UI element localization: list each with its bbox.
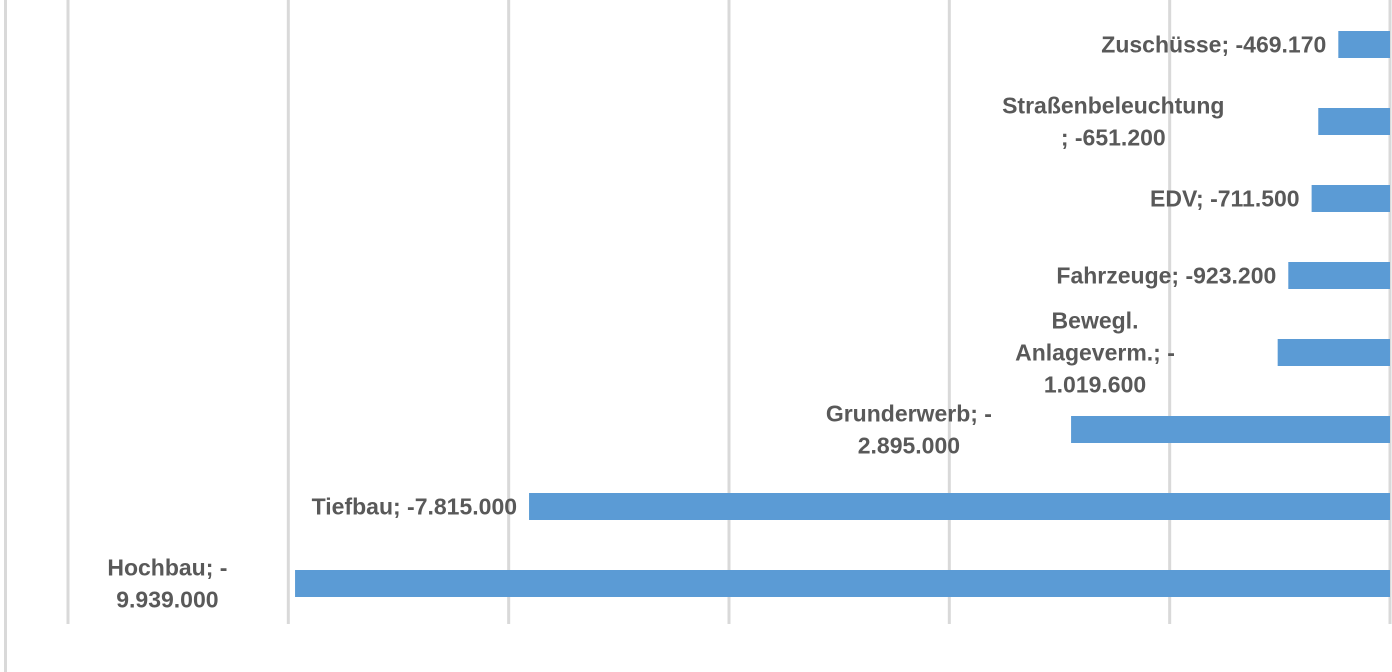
data-label: Tiefbau; -7.815.000	[312, 494, 517, 520]
data-label-line: 2.895.000	[858, 433, 960, 459]
data-label: Bewegl. Anlageverm.; - 1.019.600	[1015, 308, 1175, 398]
data-label-line: Fahrzeuge; -923.200	[1056, 263, 1276, 289]
bars	[295, 31, 1391, 597]
data-label: Grunderwerb; - 2.895.000	[826, 401, 992, 459]
data-label: Straßenbeleuchtung ; -651.200	[1002, 93, 1224, 151]
bar-zusch-sse	[1338, 31, 1390, 58]
data-label-line: Anlageverm.; -	[1015, 340, 1175, 366]
bar-bewegl-anlageverm-	[1277, 339, 1390, 366]
data-label: Zuschüsse; -469.170	[1101, 32, 1326, 58]
data-label-line: Grunderwerb; -	[826, 401, 992, 427]
bar-fahrzeuge	[1288, 262, 1390, 289]
bar-tiefbau	[529, 493, 1390, 520]
data-label: EDV; -711.500	[1150, 186, 1300, 212]
data-label: Fahrzeuge; -923.200	[1056, 263, 1276, 289]
data-label-line: 1.019.600	[1044, 372, 1146, 398]
data-labels: Hochbau; - 9.939.000 Tiefbau; -7.815.000 Gr…	[107, 32, 1326, 613]
data-label: Hochbau; - 9.939.000	[107, 555, 227, 613]
bar-straßenbeleuchtung	[1318, 108, 1390, 135]
data-label-line: Zuschüsse; -469.170	[1101, 32, 1326, 58]
bar-grunderwerb	[1071, 416, 1390, 443]
bar-edv	[1311, 185, 1390, 212]
data-label-line: Straßenbeleuchtung	[1002, 93, 1224, 119]
data-label-line: ; -651.200	[1061, 125, 1166, 151]
data-label-line: 9.939.000	[116, 587, 218, 613]
data-label-line: Tiefbau; -7.815.000	[312, 494, 517, 520]
data-label-line: Hochbau; -	[107, 555, 227, 581]
bar-hochbau	[295, 570, 1391, 597]
data-label-line: Bewegl.	[1052, 308, 1139, 334]
chart-frame	[4, 0, 7, 672]
data-label-line: EDV; -711.500	[1150, 186, 1300, 212]
